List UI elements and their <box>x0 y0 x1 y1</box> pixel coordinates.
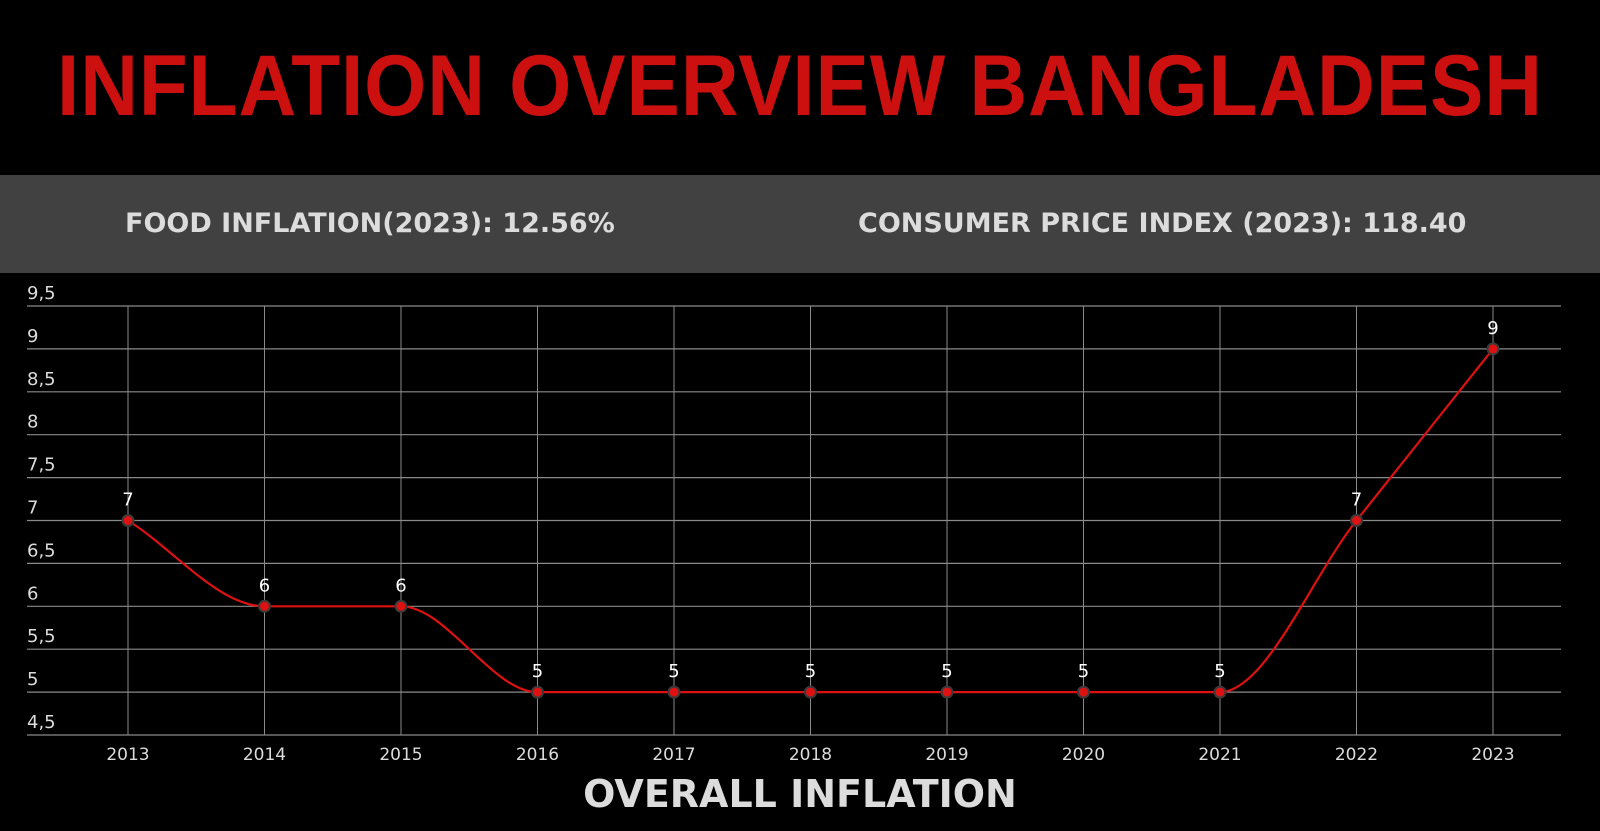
data-label: 6 <box>395 575 406 596</box>
y-tick-label: 9 <box>27 326 38 347</box>
data-point <box>531 685 544 699</box>
y-grid <box>27 305 1561 736</box>
page-title: INFLATION OVERVIEW BANGLADESH <box>57 38 1543 134</box>
data-point <box>940 685 954 699</box>
data-point <box>667 685 681 699</box>
data-point <box>1213 685 1227 699</box>
y-tick-label: 8,5 <box>27 369 56 390</box>
data-label: 5 <box>1078 661 1089 682</box>
x-tick-label: 2021 <box>1198 745 1241 765</box>
y-tick-label: 6,5 <box>27 540 56 561</box>
food-inflation-stat: FOOD INFLATION(2023): 12.56% <box>125 208 615 239</box>
data-label: 5 <box>941 661 952 682</box>
x-tick-label: 2023 <box>1471 745 1514 765</box>
x-tick-label: 2013 <box>106 745 149 765</box>
data-label: 5 <box>1214 661 1225 682</box>
stats-bar: FOOD INFLATION(2023): 12.56% CONSUMER PR… <box>0 175 1600 273</box>
data-label: 6 <box>259 575 270 596</box>
data-point <box>1350 514 1363 527</box>
data-point <box>121 514 135 527</box>
y-tick-label: 5 <box>27 669 38 690</box>
x-tick-label: 2014 <box>243 745 286 765</box>
x-tick-label: 2016 <box>516 745 559 765</box>
y-axis-labels: 4,5 5 5,5 6 6,5 7 7,5 8 8,5 9 9,5 <box>27 283 56 733</box>
y-tick-label: 8 <box>27 412 38 433</box>
consumer-price-index-stat: CONSUMER PRICE INDEX (2023): 118.40 <box>858 208 1467 239</box>
y-tick-label: 7 <box>27 498 38 519</box>
data-label: 7 <box>122 490 133 511</box>
x-axis-labels: 2013 2014 2015 2016 2017 2018 2019 2020 2021 2022… <box>106 745 1514 765</box>
y-tick-label: 4,5 <box>27 712 56 733</box>
data-label: 9 <box>1487 318 1498 339</box>
data-points <box>121 342 1500 699</box>
data-labels: 7 6 6 5 5 5 5 5 5 7 9 <box>122 318 1498 682</box>
inflation-line-chart: 4,5 5 5,5 6 6,5 7 7,5 8 8,5 9 9,5 2013 2014 2015 2016… <box>27 283 1561 765</box>
data-label: 5 <box>668 661 679 682</box>
data-label: 5 <box>532 661 543 682</box>
data-point <box>1077 685 1090 699</box>
x-tick-label: 2018 <box>789 745 832 765</box>
data-point <box>394 599 408 613</box>
x-tick-label: 2020 <box>1062 745 1105 765</box>
y-tick-label: 6 <box>27 583 38 604</box>
data-point <box>258 599 271 613</box>
x-tick-label: 2017 <box>652 745 695 765</box>
x-tick-label: 2019 <box>925 745 968 765</box>
x-tick-label: 2022 <box>1335 745 1378 765</box>
data-label: 5 <box>805 661 816 682</box>
x-grid <box>127 306 1494 735</box>
x-tick-label: 2015 <box>379 745 422 765</box>
y-tick-label: 9,5 <box>27 283 56 304</box>
y-tick-label: 5,5 <box>27 626 56 647</box>
data-point <box>804 685 817 699</box>
data-label: 7 <box>1351 490 1362 511</box>
y-tick-label: 7,5 <box>27 455 56 476</box>
chart-axis-title: OVERALL INFLATION <box>583 772 1017 816</box>
data-point <box>1486 342 1500 356</box>
